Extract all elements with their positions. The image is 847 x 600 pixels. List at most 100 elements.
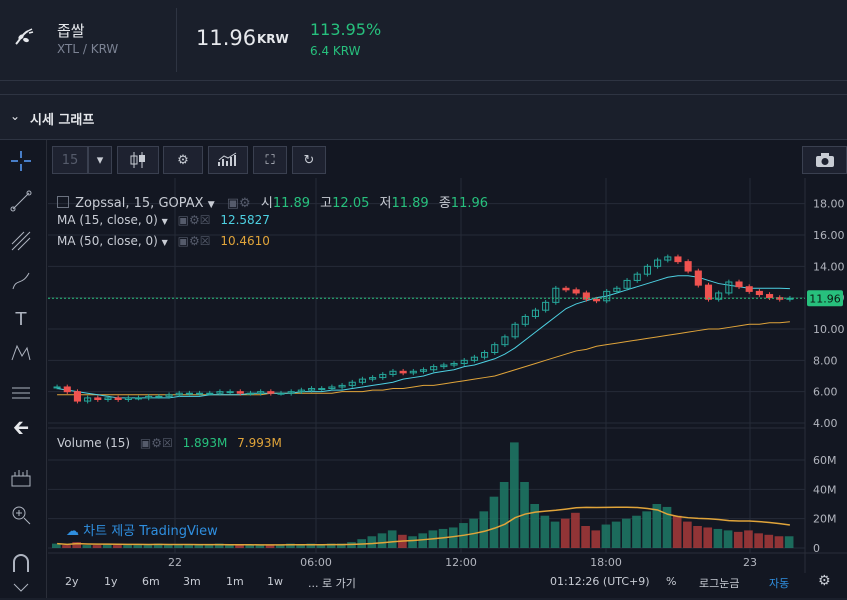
- camera-icon[interactable]: [802, 146, 847, 174]
- measure-icon[interactable]: [6, 466, 36, 492]
- volume-bar: [102, 543, 112, 548]
- interval-select[interactable]: 15: [52, 146, 88, 174]
- volume-bar: [784, 536, 794, 548]
- volume-bar: [225, 545, 234, 548]
- header-bar: 좁쌀 XTL / KRW 11.96 KRW 113.95% 6.4 KRW: [0, 0, 847, 81]
- volume-bar: [265, 545, 275, 548]
- high-value: 12.05: [332, 196, 370, 211]
- volume-axis-label: 0: [813, 542, 820, 555]
- timeframe-1y[interactable]: 1y: [104, 575, 118, 588]
- volume-axis-label: 60M: [813, 454, 837, 467]
- volume-bar: [703, 527, 713, 548]
- candle-body: [755, 290, 763, 296]
- chart-section-header[interactable]: ⌄ 시세 그래프: [0, 94, 847, 140]
- chevron-down-icon[interactable]: ⌄: [10, 109, 21, 123]
- volume-bar: [693, 526, 702, 548]
- timeframe-6m[interactable]: 6m: [142, 575, 160, 588]
- log-toggle[interactable]: 로그눈금: [699, 577, 740, 590]
- volume-bar: [591, 530, 601, 548]
- price-chart[interactable]: 2206:0012:0018:002318.0016.0014.0012.001…: [48, 178, 847, 573]
- last-price-tag: 11.96: [809, 292, 841, 305]
- text-tool-icon[interactable]: T: [15, 308, 27, 330]
- fullscreen-icon[interactable]: ⛶: [253, 146, 287, 174]
- symbol-legend[interactable]: Zopssal, 15, GOPAX ▼ ▣⚙ 시11.89 고12.05 저1…: [57, 192, 488, 211]
- volume-bar: [296, 545, 305, 548]
- zoom-icon[interactable]: [6, 502, 36, 528]
- candle-body: [684, 261, 692, 272]
- candle-body: [409, 370, 417, 374]
- volume-bar: [489, 496, 499, 548]
- candle-body: [633, 273, 641, 281]
- timeframe-2y[interactable]: 2y: [65, 575, 79, 588]
- candle-body: [307, 388, 316, 391]
- volume-bar: [367, 536, 377, 548]
- time-axis-label: 23: [743, 556, 757, 569]
- volume-bar: [571, 512, 580, 548]
- candle-body: [725, 281, 733, 294]
- time-axis-label: 12:00: [445, 556, 477, 569]
- indicators-icon[interactable]: [208, 146, 248, 174]
- timeframe-3m[interactable]: 3m: [183, 575, 201, 588]
- candle-body: [603, 290, 611, 302]
- magnet-icon[interactable]: [6, 550, 36, 576]
- candle-style-icon[interactable]: [117, 146, 159, 174]
- volume-bar: [510, 442, 519, 548]
- refresh-icon[interactable]: ↻: [292, 146, 326, 174]
- volume-bar: [286, 543, 295, 548]
- tradingview-watermark[interactable]: ☁ 차트 제공 TradingView: [66, 520, 218, 539]
- volume-bar: [683, 521, 692, 548]
- candle-body: [460, 359, 468, 364]
- prediction-icon[interactable]: [6, 380, 36, 406]
- gear-icon[interactable]: ⚙: [818, 573, 831, 589]
- volume-bar: [204, 545, 214, 548]
- volume-bar: [530, 504, 540, 548]
- clock[interactable]: 01:12:26 (UTC+9): [550, 575, 650, 588]
- volume-bar: [754, 533, 763, 548]
- auto-toggle[interactable]: 자동: [769, 577, 790, 590]
- chevron-down-icon[interactable]: ▼: [161, 217, 168, 226]
- gear-icon[interactable]: ⚙: [163, 146, 203, 174]
- price-axis-label: 4.00: [813, 417, 838, 430]
- pattern-icon[interactable]: [6, 340, 36, 366]
- arrow-left-icon[interactable]: 🡰: [12, 415, 30, 439]
- goto-date[interactable]: ... 로 가기: [308, 577, 356, 590]
- fib-tool-icon[interactable]: [6, 228, 36, 254]
- percent-toggle[interactable]: %: [666, 575, 677, 588]
- volume-ma-value: 7.993M: [237, 436, 282, 450]
- volume-bar: [550, 521, 560, 548]
- ma15-legend[interactable]: MA (15, close, 0) ▼ ▣⚙☒ 12.5827: [57, 213, 270, 227]
- collapse-icon[interactable]: [57, 196, 69, 208]
- volume-bar: [52, 543, 61, 548]
- settings-icon[interactable]: ▣⚙☒: [177, 234, 211, 248]
- candle-body: [185, 392, 193, 395]
- brush-icon[interactable]: [6, 268, 36, 294]
- candle-body: [419, 369, 428, 372]
- volume-legend[interactable]: Volume (15) ▣⚙☒ 1.893M 7.993M: [57, 436, 282, 450]
- volume-bar: [143, 545, 153, 548]
- candle-body: [613, 287, 621, 292]
- chevron-down-icon[interactable]: ▼: [207, 200, 215, 210]
- candle-body: [165, 394, 173, 397]
- eye-icon[interactable]: ▣⚙: [226, 196, 251, 211]
- trend-line-icon[interactable]: [6, 188, 36, 214]
- timeframe-1w[interactable]: 1w: [267, 575, 283, 588]
- price-axis-label: 16.00: [813, 229, 845, 242]
- ma50-legend[interactable]: MA (50, close, 0) ▼ ▣⚙☒ 10.4610: [57, 234, 270, 248]
- price-axis-label: 14.00: [813, 260, 845, 273]
- chevron-down-icon[interactable]: ▾: [88, 146, 112, 174]
- crosshair-icon[interactable]: [6, 148, 36, 174]
- change-percent: 113.95%: [310, 20, 382, 39]
- timeframe-1m[interactable]: 1m: [226, 575, 244, 588]
- chevron-down-icon[interactable]: ▼: [161, 238, 168, 247]
- volume-bar: [642, 511, 651, 548]
- volume-bar: [672, 515, 682, 548]
- volume-bar: [723, 530, 733, 548]
- chevron-down-icon[interactable]: [6, 574, 36, 600]
- ma15-value: 12.5827: [220, 213, 270, 227]
- settings-icon[interactable]: ▣⚙☒: [177, 213, 211, 227]
- candle-body: [623, 279, 631, 289]
- candle-body: [643, 265, 651, 275]
- candle-body: [521, 315, 529, 325]
- candle-body: [104, 397, 112, 401]
- settings-icon[interactable]: ▣⚙☒: [139, 436, 173, 450]
